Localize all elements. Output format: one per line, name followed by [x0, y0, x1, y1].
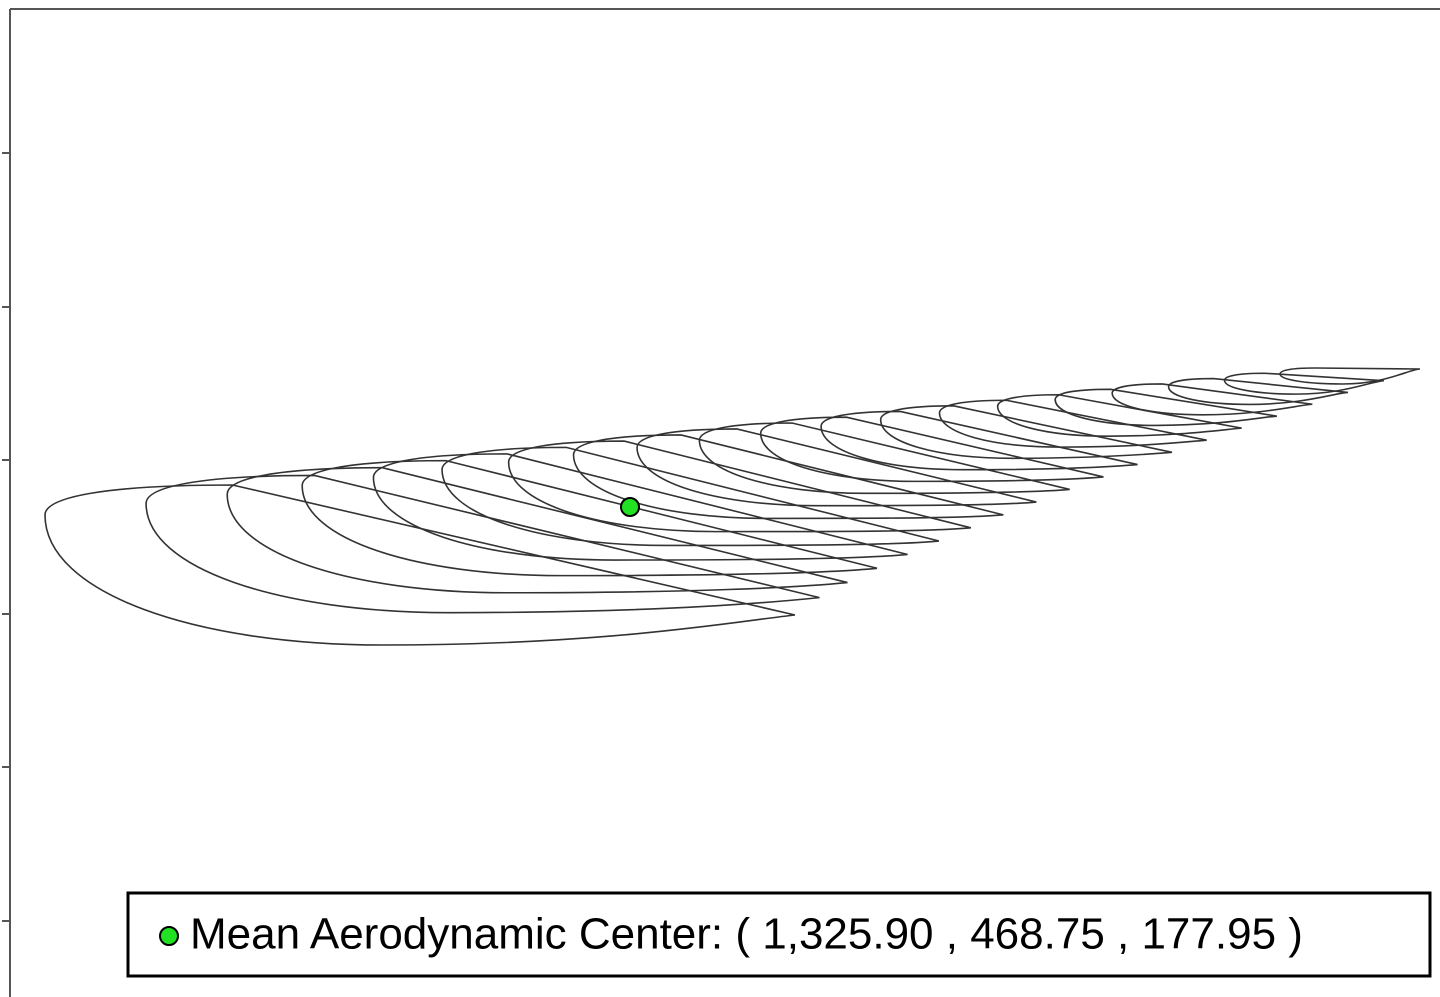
airfoil-section [301, 459, 878, 577]
airfoil-section [441, 446, 940, 547]
airfoil-section [507, 440, 972, 533]
axis-ticks [2, 152, 10, 922]
airfoil-section [1111, 383, 1313, 416]
airfoil-section [372, 453, 908, 561]
airfoil-section [572, 434, 1004, 520]
airfoil-section [698, 422, 1070, 495]
airfoil-section [879, 405, 1173, 460]
airfoil-section [938, 399, 1207, 448]
airfoil-section [996, 393, 1242, 437]
airfoil-section [1223, 372, 1384, 395]
airfoil-section [1279, 367, 1421, 385]
legend-marker [159, 926, 179, 946]
wing-sections [44, 367, 1421, 646]
legend: Mean Aerodynamic Center: ( 1,325.90 , 46… [126, 891, 1432, 978]
airfoil-section [820, 410, 1138, 471]
airfoil-section [1167, 377, 1349, 406]
airfoil-section [1054, 388, 1278, 427]
airfoil-section [44, 484, 796, 646]
airfoil-section [636, 428, 1037, 507]
airfoil-section [759, 416, 1104, 483]
airfoil-section [145, 474, 820, 614]
legend-box [126, 891, 1432, 978]
mac-point [620, 497, 640, 517]
airfoil-section [226, 466, 848, 594]
legend-label: Mean Aerodynamic Center: ( 1,325.90 , 46… [190, 910, 1303, 959]
